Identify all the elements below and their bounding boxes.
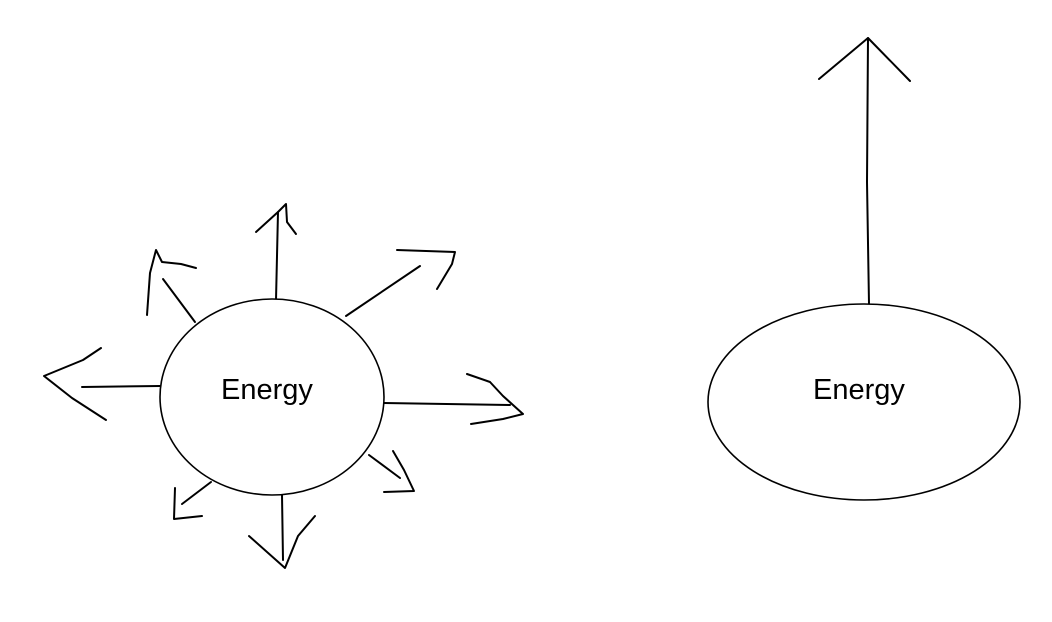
left-arrow-up-left xyxy=(146,249,197,323)
left-arrow-right xyxy=(383,373,524,425)
left-energy-ellipse xyxy=(159,298,385,496)
left-arrow-down-right xyxy=(368,450,415,493)
left-energy-label: Energy xyxy=(221,374,313,406)
right-energy-label: Energy xyxy=(813,374,905,406)
left-arrow-left xyxy=(43,347,161,421)
left-diagram: Energy xyxy=(43,203,524,569)
left-arrow-up-right xyxy=(345,249,456,317)
right-diagram: Energy xyxy=(707,37,1021,501)
right-energy-ellipse xyxy=(707,303,1021,501)
left-arrow-down-left xyxy=(173,481,212,520)
right-arrow-up xyxy=(818,37,911,305)
left-arrow-down xyxy=(248,494,316,569)
left-arrow-up xyxy=(255,203,297,301)
